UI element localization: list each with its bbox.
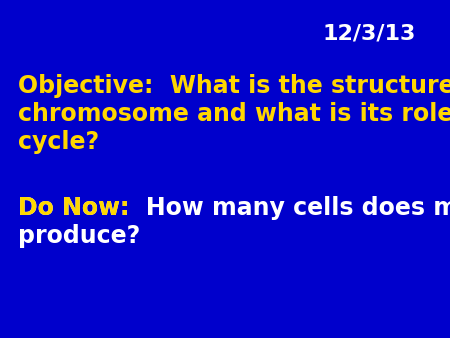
Text: Do Now:  How many cells does mitosis
produce?: Do Now: How many cells does mitosis prod… <box>18 196 450 248</box>
Text: Do Now:: Do Now: <box>18 196 130 220</box>
Text: 12/3/13: 12/3/13 <box>322 24 416 44</box>
Text: Objective:  What is the structure of a
chromosome and what is its role in the ce: Objective: What is the structure of a ch… <box>18 74 450 154</box>
